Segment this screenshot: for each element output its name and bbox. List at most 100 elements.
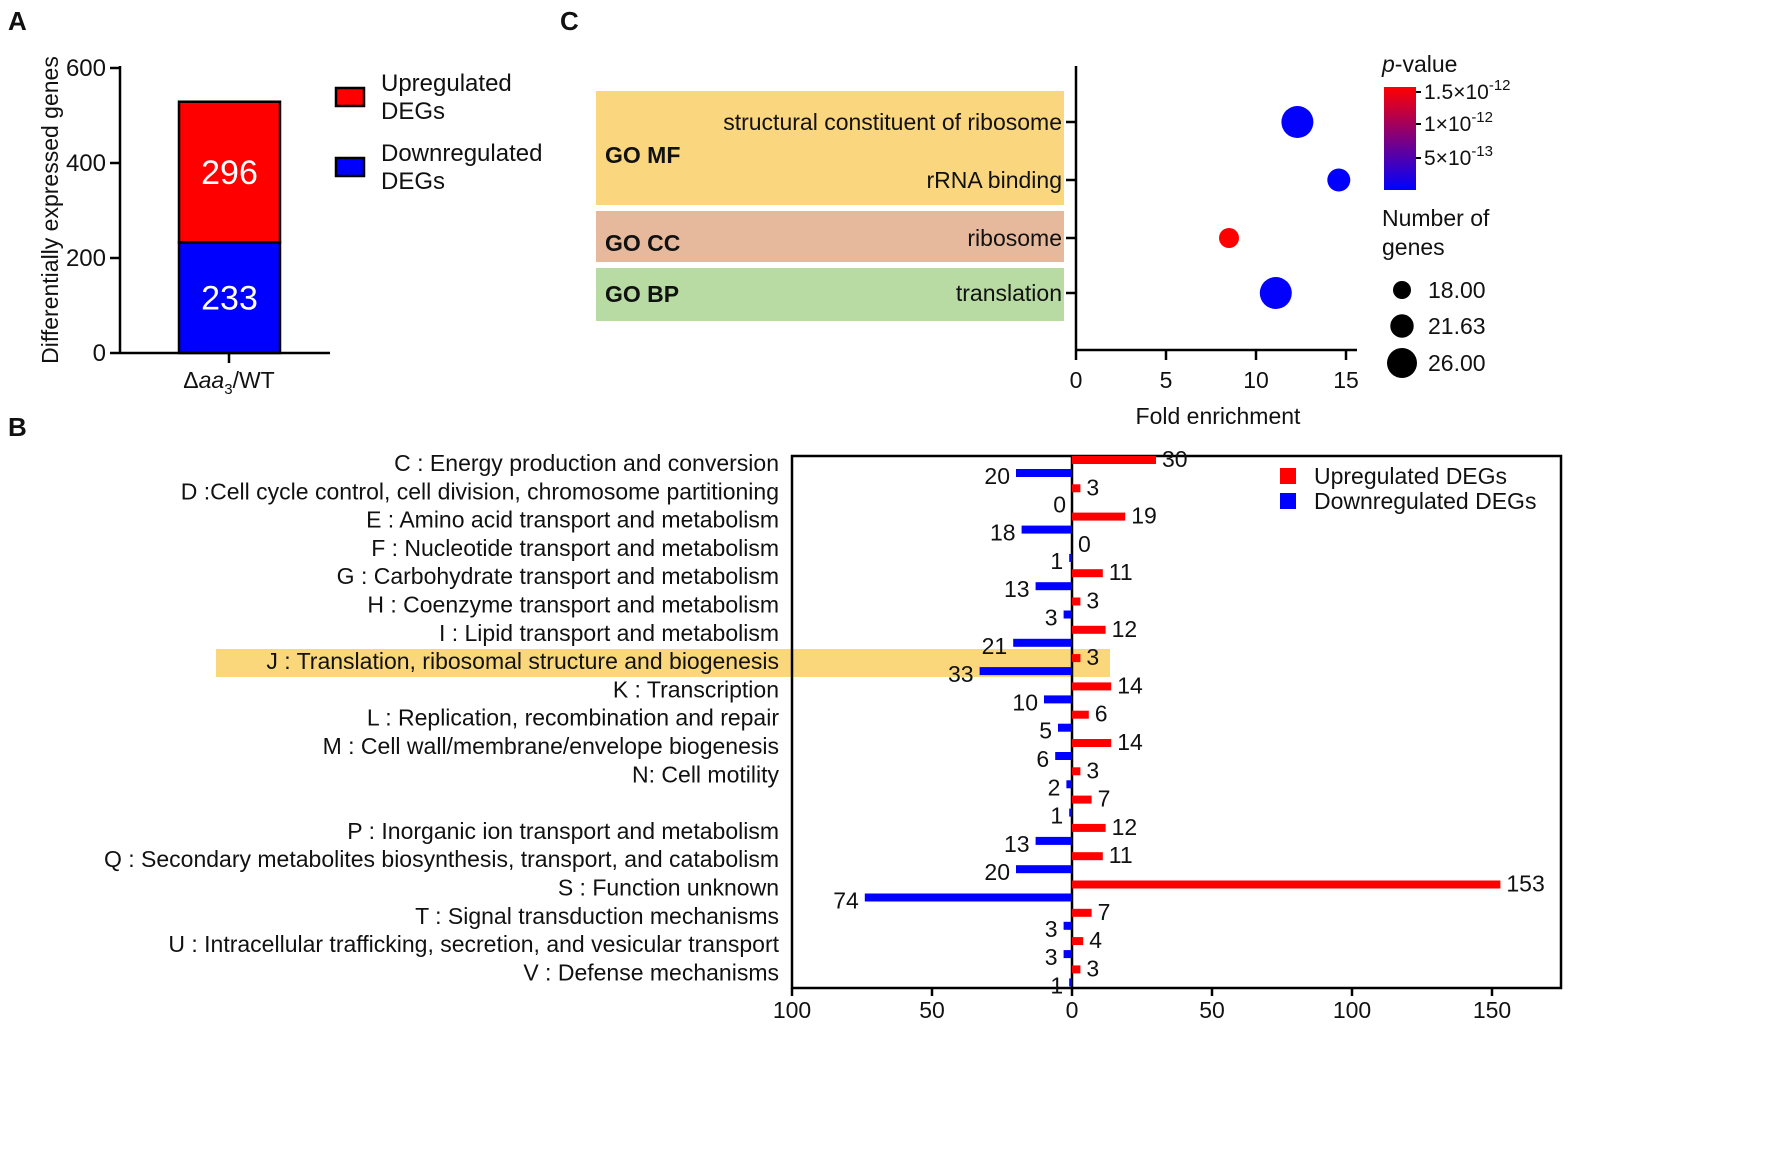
downregulated-bar <box>1058 723 1072 732</box>
x-tick-label: 5 <box>1160 367 1173 393</box>
x-tick-label: 150 <box>1473 997 1511 1023</box>
x-tick-label: 15 <box>1333 367 1359 393</box>
downregulated-bar <box>1035 582 1072 591</box>
upregulated-bar <box>1072 965 1081 974</box>
legend-label: DEGs <box>381 98 445 125</box>
upregulated-bar <box>1072 569 1103 578</box>
downregulated-bar <box>1055 752 1072 760</box>
category-label: I : Lipid transport and metabolism <box>439 620 779 646</box>
downregulated-value-label: 5 <box>1039 718 1052 744</box>
category-label: G : Carbohydrate transport and metabolis… <box>337 563 779 589</box>
upregulated-value-label: 3 <box>1086 955 1099 981</box>
upregulated-value-label: 12 <box>1112 814 1138 840</box>
x-tick-label: 50 <box>1199 997 1225 1023</box>
bar-segment-data-label: 233 <box>201 280 258 318</box>
upregulated-bar <box>1072 456 1156 464</box>
size-legend-title: Number of <box>1382 205 1490 231</box>
size-legend-label: 26.00 <box>1428 350 1486 376</box>
downregulated-value-label: 18 <box>990 520 1016 546</box>
y-tick-label: 400 <box>66 150 106 177</box>
upregulated-value-label: 6 <box>1095 701 1108 727</box>
downregulated-value-label: 13 <box>1004 576 1030 602</box>
category-label: D :Cell cycle control, cell division, ch… <box>181 478 779 504</box>
color-legend-tick-label: 5×10-13 <box>1424 143 1493 170</box>
downregulated-value-label: 3 <box>1045 916 1058 942</box>
downregulated-bar <box>1063 610 1072 619</box>
go-category-label: GO MF <box>605 142 680 168</box>
downregulated-value-label: 3 <box>1045 605 1058 631</box>
legend-swatch <box>1280 493 1296 509</box>
highlight-band <box>216 649 1110 677</box>
bar-segment-data-label: 296 <box>201 154 258 192</box>
upregulated-bar <box>1072 710 1089 719</box>
category-label: E : Amino acid transport and metabolism <box>366 507 779 533</box>
panel-label-c: C <box>560 6 579 36</box>
upregulated-value-label: 11 <box>1109 842 1133 868</box>
upregulated-bar <box>1072 625 1106 634</box>
go-category-band <box>596 211 1064 262</box>
x-tick-label: 100 <box>1333 997 1371 1023</box>
upregulated-bar <box>1072 767 1081 776</box>
size-legend-bubble <box>1393 281 1411 299</box>
downregulated-value-label: 2 <box>1048 774 1061 800</box>
plot-frame <box>790 454 1563 990</box>
downregulated-bar <box>1063 950 1072 959</box>
upregulated-bar <box>1072 484 1081 493</box>
downregulated-bar <box>1044 695 1072 704</box>
category-label: T : Signal transduction mechanisms <box>415 903 779 929</box>
downregulated-bar <box>979 667 1072 676</box>
category-label: K : Transcription <box>613 676 779 702</box>
category-label: C : Energy production and conversion <box>394 450 779 476</box>
category-label: V : Defense mechanisms <box>523 959 779 985</box>
legend-swatch-upregulated <box>334 86 366 108</box>
downregulated-bar <box>1063 921 1072 930</box>
panel-b-cog-diverging-bar-chart: C : Energy production and conversion 3020… <box>104 446 1563 1023</box>
go-category-label: GO BP <box>605 281 679 307</box>
upregulated-bar <box>1072 512 1126 521</box>
go-category-band <box>596 268 1064 321</box>
downregulated-bar <box>1013 638 1072 647</box>
upregulated-value-label: 3 <box>1086 588 1099 614</box>
downregulated-value-label: 1 <box>1050 972 1063 998</box>
downregulated-bar <box>1069 808 1072 817</box>
upregulated-bar <box>1072 937 1084 946</box>
category-label: Q : Secondary metabolites biosynthesis, … <box>104 846 779 872</box>
go-term-label: structural constituent of ribosome <box>723 109 1062 135</box>
downregulated-value-label: 1 <box>1050 548 1063 574</box>
upregulated-value-label: 4 <box>1089 927 1102 953</box>
category-label: P : Inorganic ion transport and metaboli… <box>347 818 779 844</box>
x-tick-label: 0 <box>1070 367 1083 393</box>
x-tick-label: 100 <box>773 997 811 1023</box>
downregulated-bar <box>1069 978 1072 987</box>
y-tick-label: 600 <box>66 55 106 82</box>
upregulated-bar <box>1072 795 1092 804</box>
upregulated-bar <box>1072 739 1112 747</box>
downregulated-value-label: 10 <box>1012 689 1038 715</box>
panel-label-a: A <box>8 6 27 36</box>
category-label: U : Intracellular trafficking, secretion… <box>168 931 779 957</box>
legend-label: Downregulated DEGs <box>1314 488 1536 514</box>
enrichment-bubble <box>1219 228 1239 248</box>
downregulated-bar-segment <box>177 241 282 355</box>
size-legend-bubble <box>1387 348 1417 378</box>
legend-label: Upregulated DEGs <box>1314 463 1507 489</box>
x-tick-label: 0 <box>1066 997 1079 1023</box>
upregulated-value-label: 7 <box>1098 786 1111 812</box>
y-tick-label: 0 <box>93 340 106 367</box>
upregulated-value-label: 3 <box>1086 757 1099 783</box>
x-tick-label: 10 <box>1243 367 1269 393</box>
upregulated-value-label: 7 <box>1098 899 1111 925</box>
color-legend-tick-label: 1×10-12 <box>1424 109 1493 136</box>
upregulated-bar <box>1072 654 1081 663</box>
downregulated-value-label: 74 <box>833 888 859 914</box>
upregulated-bar <box>1072 823 1106 832</box>
downregulated-bar <box>1021 525 1072 534</box>
downregulated-value-label: 20 <box>984 859 1010 885</box>
upregulated-bar <box>1072 880 1501 889</box>
go-term-label: translation <box>956 280 1062 306</box>
size-legend-title: genes <box>1382 234 1445 260</box>
color-legend-tick-label: 1.5×10-12 <box>1424 77 1511 104</box>
downregulated-value-label: 33 <box>948 661 974 687</box>
upregulated-value-label: 14 <box>1117 672 1143 698</box>
category-label: N: Cell motility <box>632 761 779 787</box>
